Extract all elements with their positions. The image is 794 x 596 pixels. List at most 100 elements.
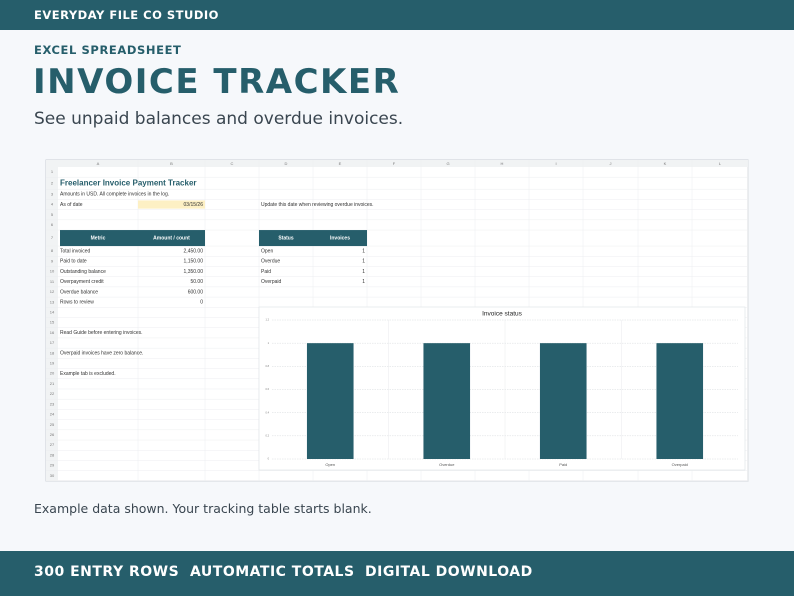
- row-number: 9: [51, 258, 54, 263]
- cell: Paid: [261, 269, 271, 275]
- row-number: 25: [50, 422, 55, 427]
- bar: [539, 343, 587, 459]
- bottom-bar: [0, 551, 794, 596]
- column-letter: G: [446, 161, 449, 166]
- column-letter: K: [664, 161, 667, 166]
- table-header: Metric: [91, 235, 106, 241]
- cell: Read Guide before entering invoices.: [60, 330, 143, 336]
- brand: EVERYDAY FILE CO STUDIO: [34, 8, 219, 22]
- column-letter: H: [501, 161, 504, 166]
- feature: DIGITAL DOWNLOAD: [365, 564, 533, 580]
- date-cell: [138, 200, 205, 209]
- row-number: 13: [50, 299, 55, 304]
- cell: 0: [200, 300, 203, 306]
- row-number: 24: [50, 412, 55, 417]
- row-number: 8: [51, 248, 54, 253]
- row-number: 5: [51, 212, 54, 217]
- cell: Overdue balance: [60, 289, 98, 295]
- column-header-bar: [46, 160, 748, 167]
- y-tick-label: 1.2: [266, 319, 270, 322]
- cell: 600.00: [188, 289, 204, 295]
- row-number: 18: [50, 350, 55, 355]
- column-letter: L: [719, 161, 722, 166]
- x-tick-label: Paid: [559, 462, 567, 467]
- table-header: Amount / count: [153, 235, 190, 241]
- bar: [306, 343, 354, 459]
- cell: 03/15/26: [184, 202, 204, 208]
- column-letter: F: [393, 161, 396, 166]
- cell: As of date: [60, 202, 83, 208]
- footer-note: Example data shown. Your tracking table …: [34, 501, 372, 516]
- column-letter: A: [97, 161, 100, 166]
- cell: 1: [362, 248, 365, 254]
- row-number: 27: [50, 442, 55, 447]
- y-tick-label: 0: [268, 458, 270, 461]
- cell: 50.00: [190, 279, 203, 285]
- cell: Paid to date: [60, 259, 87, 265]
- bar: [656, 343, 704, 459]
- row-number: 14: [50, 309, 55, 314]
- cell: 1,350.00: [184, 269, 204, 275]
- table-header-cell: [313, 230, 367, 247]
- row-number: 19: [50, 361, 55, 366]
- row-number: 17: [50, 340, 55, 345]
- y-tick-label: 0.2: [266, 434, 270, 437]
- row-number: 15: [50, 320, 55, 325]
- cell: Open: [261, 248, 273, 254]
- bar: [423, 343, 471, 459]
- row-number: 22: [50, 391, 55, 396]
- row-number: 28: [50, 452, 55, 457]
- table-header-cell: [60, 230, 138, 247]
- row-number: 23: [50, 401, 55, 406]
- table-header-cell: [259, 230, 313, 247]
- kicker: EXCEL SPREADSHEET: [34, 43, 182, 57]
- column-letter: I: [555, 161, 556, 166]
- top-bar: [0, 0, 794, 30]
- row-number: 7: [51, 235, 54, 240]
- cell: Rows to review: [60, 300, 94, 306]
- row-number: 12: [50, 289, 55, 294]
- column-letter: C: [231, 161, 234, 166]
- cell: Example tab is excluded.: [60, 371, 116, 377]
- cell: Overpaid invoices have zero balance.: [60, 351, 143, 357]
- feature: AUTOMATIC TOTALS: [190, 564, 355, 580]
- cell: Overdue: [261, 259, 280, 265]
- title: INVOICE TRACKER: [33, 62, 401, 102]
- row-number: 1: [51, 169, 54, 174]
- table-header-cell: [138, 230, 205, 247]
- y-tick-label: 0.6: [266, 388, 270, 391]
- x-tick-label: Overdue: [439, 462, 455, 467]
- y-tick-label: 0.4: [266, 411, 270, 414]
- row-number: 3: [51, 191, 54, 196]
- sheet-title: Freelancer Invoice Payment Tracker: [60, 178, 197, 187]
- table-header: Status: [278, 235, 294, 241]
- feature: 300 ENTRY ROWS: [34, 564, 180, 580]
- column-letter: B: [170, 161, 173, 166]
- cell: Overpayment credit: [60, 279, 104, 285]
- tagline: See unpaid balances and overdue invoices…: [34, 109, 404, 129]
- column-letter: D: [285, 161, 288, 166]
- column-letter: J: [610, 161, 612, 166]
- column-letter: E: [339, 161, 342, 166]
- row-number: 6: [51, 222, 54, 227]
- row-number: 4: [51, 202, 54, 207]
- row-number: 21: [50, 381, 55, 386]
- cell: Overpaid: [261, 279, 282, 285]
- y-tick-label: 0.8: [266, 365, 270, 368]
- row-header-bar: [46, 160, 58, 481]
- x-tick-label: Open: [325, 462, 335, 467]
- chart-title: Invoice status: [482, 311, 522, 318]
- y-tick-label: 1: [268, 342, 270, 345]
- cell: Amounts in USD. All complete invoices in…: [60, 192, 169, 198]
- cell: Outstanding balance: [60, 269, 106, 275]
- row-number: 16: [50, 330, 55, 335]
- cell: 1,150.00: [184, 259, 204, 265]
- x-tick-label: Overpaid: [672, 462, 688, 467]
- row-number: 10: [50, 269, 55, 274]
- cell: 1: [362, 279, 365, 285]
- cell: 1: [362, 259, 365, 265]
- cell: 1: [362, 269, 365, 275]
- cell: Total invoiced: [60, 248, 91, 254]
